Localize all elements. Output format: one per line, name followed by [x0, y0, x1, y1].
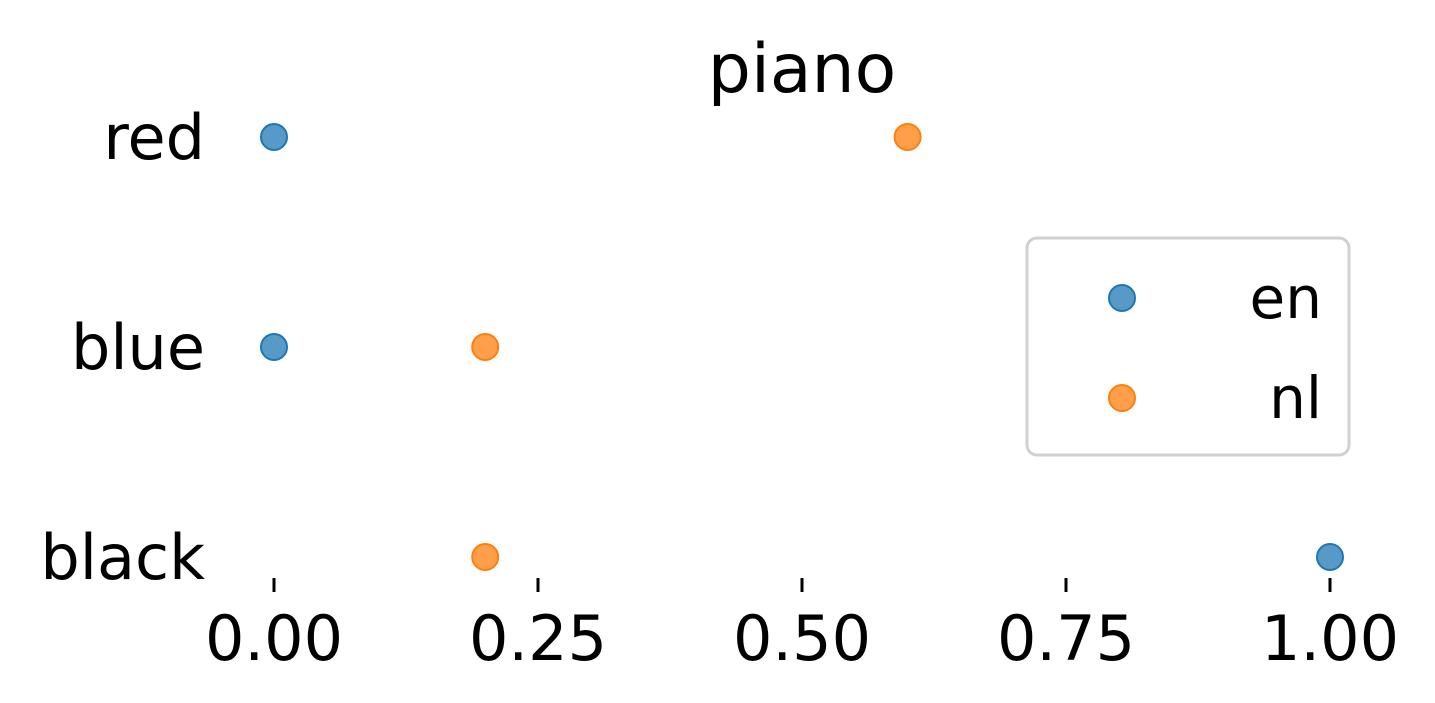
legend-label-nl: nl [1269, 364, 1322, 432]
x-tick-label: 0.75 [997, 602, 1135, 675]
y-tick-label-red: red [103, 101, 205, 174]
legend-label-en: en [1250, 264, 1322, 332]
x-tick-label: 0.50 [733, 602, 871, 675]
y-tick-label-blue: blue [71, 311, 205, 384]
y-tick-label-black: black [40, 521, 205, 594]
point-en-red [260, 123, 288, 151]
point-en-black [1316, 543, 1344, 571]
point-nl-black [471, 543, 500, 571]
legend-box [1025, 236, 1351, 457]
y-axis-labels: red blue black [40, 101, 205, 594]
legend: en nl [1025, 236, 1351, 457]
point-en-blue [260, 333, 288, 361]
x-tick-label: 1.00 [1261, 602, 1399, 675]
legend-marker-en [1108, 284, 1136, 312]
chart-title: piano [708, 30, 896, 109]
x-tick-label: 0.25 [469, 602, 607, 675]
legend-items: en nl [1108, 264, 1322, 432]
point-nl-blue [471, 333, 500, 361]
point-nl-red [893, 123, 922, 151]
data-points [260, 123, 1344, 571]
x-tick-label: 0.00 [205, 602, 343, 675]
x-axis: 0.00 0.25 0.50 0.75 1.00 [205, 578, 1399, 675]
legend-marker-nl [1108, 384, 1136, 412]
